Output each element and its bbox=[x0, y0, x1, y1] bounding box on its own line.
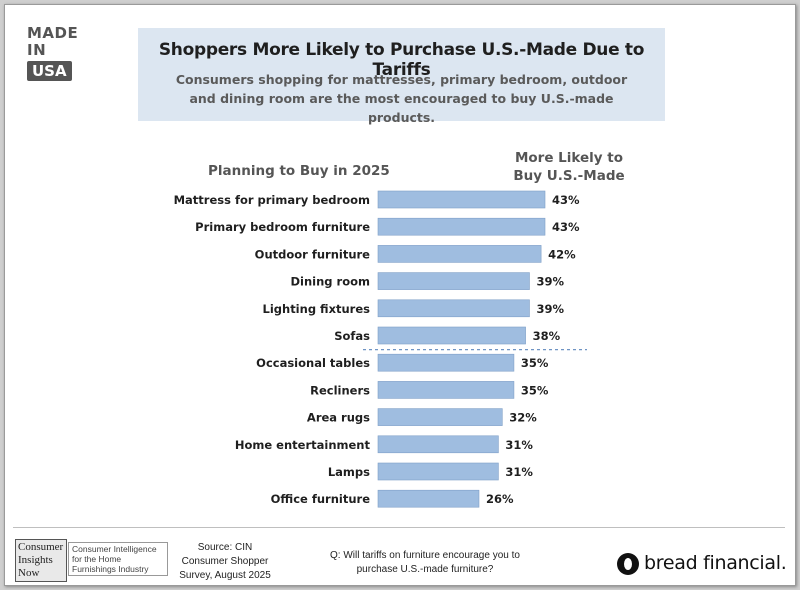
bar-9 bbox=[377, 435, 499, 454]
bar-7 bbox=[377, 381, 515, 399]
cin-word-2: Insights bbox=[18, 554, 53, 566]
category-label-11: Office furniture bbox=[271, 492, 371, 506]
value-column-header-line2: Buy U.S.-Made bbox=[513, 168, 625, 184]
category-label-4: Lighting fixtures bbox=[263, 302, 371, 316]
category-label-1: Primary bedroom furniture bbox=[195, 220, 370, 234]
value-label-2: 42% bbox=[548, 247, 576, 261]
category-label-7: Recliners bbox=[310, 383, 370, 397]
source-line2: Consumer Shopper bbox=[181, 556, 269, 567]
value-label-4: 39% bbox=[536, 302, 564, 316]
bread-logo-icon bbox=[617, 553, 639, 575]
slide: MADE IN USA Shoppers More Likely to Purc… bbox=[4, 4, 796, 586]
bar-2 bbox=[377, 245, 542, 263]
value-label-10: 31% bbox=[505, 465, 533, 479]
value-label-6: 35% bbox=[521, 356, 549, 370]
value-label-8: 32% bbox=[509, 411, 537, 425]
made-in-usa-logo: MADE IN USA bbox=[27, 25, 89, 81]
cin-logo: Consumer Insights Now Consumer Intellige… bbox=[15, 539, 168, 583]
chart-subtitle: Consumers shopping for mattresses, prima… bbox=[175, 72, 628, 125]
bar-11 bbox=[377, 489, 480, 508]
chart-title: Shoppers More Likely to Purchase U.S.-Ma… bbox=[158, 40, 645, 80]
value-label-7: 35% bbox=[521, 383, 549, 397]
cin-logo-wordmark: Consumer Insights Now bbox=[15, 539, 67, 582]
bar-3 bbox=[377, 272, 530, 290]
value-label-9: 31% bbox=[505, 438, 533, 452]
footer-divider bbox=[13, 527, 785, 528]
category-label-0: Mattress for primary bedroom bbox=[174, 193, 370, 207]
survey-question: Q: Will tariffs on furniture encourage y… bbox=[305, 549, 545, 577]
value-label-0: 43% bbox=[552, 193, 580, 207]
question-line1: Q: Will tariffs on furniture encourage y… bbox=[330, 550, 520, 561]
logo-line2: USA bbox=[27, 61, 72, 81]
bar-5 bbox=[377, 326, 526, 345]
category-column-header: Planning to Buy in 2025 bbox=[208, 163, 390, 179]
bar-0 bbox=[377, 190, 546, 209]
header-panel: Shoppers More Likely to Purchase U.S.-Ma… bbox=[138, 28, 665, 125]
value-label-3: 39% bbox=[536, 275, 564, 289]
cin-word-3: Now bbox=[18, 567, 40, 579]
cin-word-1: Consumer bbox=[18, 541, 64, 553]
source-line3: Survey, August 2025 bbox=[179, 570, 271, 581]
bar-10 bbox=[377, 462, 499, 481]
bar-4 bbox=[377, 299, 530, 318]
value-column-header: More Likely to Buy U.S.-Made bbox=[513, 149, 625, 185]
category-label-9: Home entertainment bbox=[235, 438, 371, 452]
category-label-3: Dining room bbox=[291, 275, 371, 289]
source-line1: Source: CIN bbox=[197, 542, 253, 553]
bar-chart: Mattress for primary bedroom 43% Primary b… bbox=[174, 190, 587, 508]
value-label-1: 43% bbox=[552, 220, 580, 234]
question-line2: purchase U.S.-made furniture? bbox=[356, 564, 494, 575]
value-label-5: 38% bbox=[533, 329, 561, 343]
category-label-2: Outdoor furniture bbox=[255, 247, 371, 261]
value-label-11: 26% bbox=[486, 492, 514, 506]
bar-8 bbox=[377, 408, 503, 426]
bread-logo-text: bread financial. bbox=[644, 552, 787, 574]
bar-6 bbox=[377, 353, 515, 372]
category-label-8: Area rugs bbox=[307, 411, 370, 425]
source-note: Source: CIN Consumer Shopper Survey, Aug… bbox=[170, 541, 280, 583]
category-label-6: Occasional tables bbox=[256, 356, 370, 370]
logo-line1: MADE IN bbox=[27, 24, 79, 59]
bar-1 bbox=[377, 217, 546, 236]
cin-tagline: Consumer Intelligence for the Home Furni… bbox=[68, 542, 168, 576]
category-label-5: Sofas bbox=[334, 329, 370, 343]
category-label-10: Lamps bbox=[328, 465, 370, 479]
value-column-header-line1: More Likely to bbox=[514, 150, 624, 166]
